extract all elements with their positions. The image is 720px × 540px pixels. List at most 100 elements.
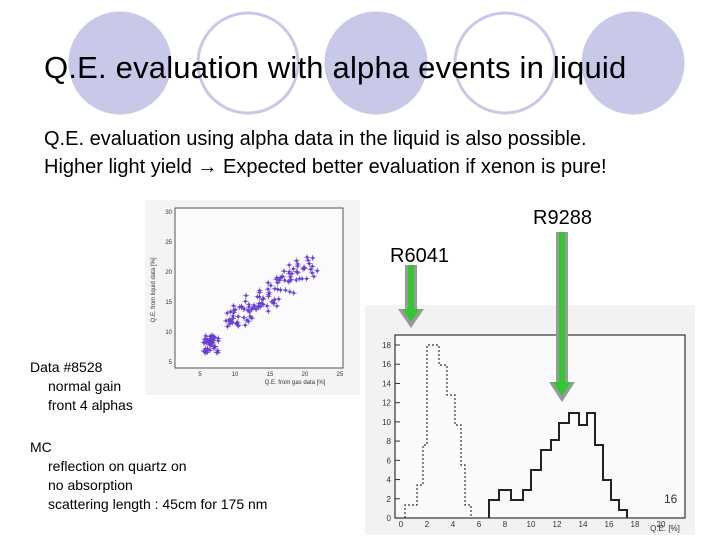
body-line-2: Higher light yield → Expected better eva…: [44, 156, 607, 179]
histogram-y-ticks: 18 16 14 12 10 8 6 4 2 0: [382, 341, 400, 523]
scatter-point: [310, 264, 314, 268]
scatter-point: [202, 341, 206, 344]
scatter-point: [262, 296, 265, 300]
scatter-plot: 30 25 20 15 10 5 5 10 15 20 25 Q.E. from liquid d…: [145, 200, 360, 395]
histogram-x-tick: 18: [631, 520, 640, 529]
scatter-point: [236, 321, 240, 324]
scatter-point: [307, 262, 311, 266]
histogram-x-ticks: 0 2 4 6 8 10 12 14 16 18 20: [399, 520, 666, 529]
scatter-y-tick: 30: [165, 210, 172, 216]
label-r6041: R6041: [390, 245, 449, 267]
scatter-point: [296, 264, 300, 268]
scatter-point: [242, 307, 246, 311]
scatter-x-ticks: 5 10 15 20 25: [198, 372, 344, 378]
scatter-point: [232, 304, 235, 308]
scatter-y-tick: 5: [169, 360, 173, 366]
label-r9288: R9288: [533, 207, 592, 229]
scatter-point: [240, 305, 244, 309]
histogram-x-tick: 2: [425, 520, 430, 529]
scatter-y-ticks: 30 25 20 15 10 5: [165, 210, 172, 366]
decorative-circles: [68, 11, 685, 115]
scatter-point: [244, 294, 248, 297]
scatter-point: [250, 316, 254, 320]
scatter-xlabel: Q.E. from gas data [%]: [265, 380, 326, 386]
histogram-xlabel: Q.E. [%]: [650, 524, 680, 533]
scatter-point: [224, 319, 228, 323]
scatter-point: [279, 288, 283, 292]
scatter-x-tick: 10: [232, 372, 239, 378]
histogram-x-tick: 16: [605, 520, 614, 529]
data-note-heading: Data #8528: [30, 359, 103, 375]
histogram-dotted-series: [404, 344, 472, 518]
scatter-point: [288, 279, 292, 283]
scatter-point: [259, 305, 262, 308]
body-line-2-end: Expected better evaluation if xenon is p…: [222, 156, 607, 178]
scatter-point: [276, 281, 279, 285]
scatter-point: [295, 259, 298, 263]
data-note-line: normal gain: [48, 378, 122, 394]
scatter-point: [269, 284, 273, 287]
histogram-x-tick: 6: [477, 520, 482, 529]
histogram-y-tick: 8: [387, 437, 392, 446]
scatter-point: [267, 294, 270, 298]
scatter-y-tick: 20: [165, 270, 172, 276]
scatter-point: [283, 278, 287, 282]
scatter-point: [227, 320, 231, 323]
scatter-points: [200, 254, 321, 356]
slide-title: Q.E. evaluation with alpha events in liq…: [44, 50, 627, 85]
scatter-point: [208, 348, 212, 352]
scatter-point: [287, 272, 291, 275]
histogram-x-tick: 12: [553, 520, 562, 529]
scatter-point: [242, 316, 246, 319]
scatter-point: [265, 304, 269, 308]
scatter-point: [276, 287, 280, 291]
histogram-x-tick: 10: [527, 520, 536, 529]
histogram-y-tick: 4: [387, 476, 392, 485]
histogram-y-tick: 14: [382, 379, 391, 388]
scatter-y-tick: 15: [165, 300, 172, 306]
scatter-point: [204, 334, 208, 338]
scatter-point: [209, 337, 212, 341]
scatter-point: [211, 340, 215, 344]
scatter-point: [236, 315, 240, 318]
scatter-point: [271, 301, 275, 305]
scatter-point: [205, 347, 209, 351]
scatter-point: [260, 301, 264, 305]
histogram-y-tick: 0: [387, 514, 392, 523]
scatter-point: [233, 308, 237, 311]
scatter-point: [306, 258, 310, 262]
scatter-point: [246, 308, 250, 312]
scatter-point: [216, 339, 220, 343]
histogram-y-tick: 6: [387, 456, 392, 465]
page-number: 16: [664, 492, 678, 506]
scatter-point: [303, 266, 307, 270]
histogram-y-tick: 10: [382, 418, 391, 427]
scatter-point: [266, 309, 270, 313]
scatter-point: [275, 304, 279, 308]
data-note: Data #8528 normal gain front 4 alphas: [30, 358, 137, 415]
scatter-point: [282, 269, 286, 273]
scatter-point: [266, 281, 270, 285]
scatter-point: [216, 349, 220, 352]
scatter-point: [292, 291, 296, 295]
scatter-point: [277, 297, 281, 301]
scatter-point: [225, 311, 229, 315]
mc-note-heading: MC: [30, 439, 52, 455]
scatter-point: [231, 316, 235, 320]
scatter-point: [255, 295, 259, 299]
scatter-point: [205, 340, 208, 344]
scatter-x-tick: 20: [302, 372, 309, 378]
scatter-point: [232, 311, 236, 315]
scatter-point: [278, 278, 281, 282]
scatter-ylabel: Q.E. from liquid data [%]: [151, 257, 157, 322]
scatter-point: [294, 278, 298, 282]
data-note-line: front 4 alphas: [48, 397, 133, 413]
scatter-point: [210, 334, 214, 337]
scatter-x-tick: 25: [337, 372, 344, 378]
scatter-point: [251, 306, 255, 310]
histogram-y-tick: 2: [387, 495, 392, 504]
scatter-point: [273, 287, 277, 291]
scatter-point: [258, 291, 261, 294]
histogram-y-tick: 16: [382, 360, 391, 369]
